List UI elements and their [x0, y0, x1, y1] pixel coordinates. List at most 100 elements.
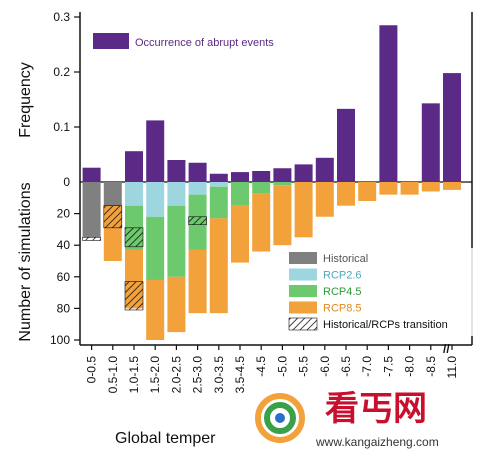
axis-break-mark: // — [443, 342, 450, 356]
top-bar-3.0-3.5 — [209, 173, 228, 182]
bottom-y-tick-label: 20 — [57, 207, 71, 221]
category-label: -8.0 — [403, 356, 417, 377]
bottom-bar-rcp45-2.0-2.5 — [167, 205, 186, 277]
bottom-bar-rcp26-1.0-1.5 — [125, 182, 143, 206]
bottom-bar-transition-2.5-3.0 — [188, 216, 207, 225]
bottom-bar-transition-1.0-1.5 — [124, 281, 144, 311]
top-bar-4.5-5.0 — [273, 168, 292, 182]
top-bar-2.5-3.0 — [188, 162, 207, 182]
bottom-bar-transition-1.0-1.5 — [124, 227, 144, 248]
top-bar-3.5-4.0 — [231, 172, 249, 182]
bottom-bar-rcp85-7.5-8.0 — [400, 182, 419, 195]
bottom-bar-rcp85-2.0-2.5 — [167, 276, 186, 333]
category-label: -5.0 — [275, 356, 289, 377]
bottom-y-ticks: 20 40 60 80 100 — [50, 207, 80, 347]
top-bar-5.5-6.0 — [315, 157, 334, 182]
watermark-logo — [255, 393, 305, 443]
top-bar-8.0-8.5 — [421, 103, 440, 182]
top-bar-2.0-2.5 — [167, 160, 186, 182]
bottom-bar-historical-0.5-1.0 — [103, 182, 122, 206]
bottom-bar-rcp85-4.0-4.5 — [252, 193, 271, 252]
category-labels: 0-0.5 0.5-1.0 1.0-1.5 1.5-2.0 2.0-2.5 2.5-3.0… — [85, 356, 459, 394]
bottom-bar-rcp85-4.5-5.0 — [273, 185, 292, 246]
bottom-y-tick-label: 100 — [50, 333, 70, 347]
bottom-bar-rcp85-8.0-8.5 — [421, 182, 440, 192]
bottom-bar-historical-0-0.5 — [82, 182, 101, 238]
bottom-bar-rcp45-3.0-3.5 — [209, 186, 228, 219]
category-label: -4.5 — [254, 356, 268, 377]
bottom-bar-rcp85-5.5-6.0 — [315, 182, 334, 217]
bottom-bar-rcp26-3.0-3.5 — [209, 182, 228, 187]
bottom-y-tick-label: 40 — [57, 238, 71, 252]
category-label: 0.5-1.0 — [106, 356, 120, 394]
category-label: 2.5-3.0 — [191, 356, 205, 394]
legend-label-abrupt: Occurrence of abrupt events — [135, 37, 274, 49]
bottom-bar-rcp45-4.0-4.5 — [252, 182, 271, 194]
category-label: -6.0 — [318, 356, 332, 377]
bottom-bar-rcp85-6.5-7.0 — [358, 182, 377, 201]
top-ylabel: Frequency — [17, 62, 34, 138]
bottom-legend: Historical RCP2.6 RCP4.5 RCP8.5 Historical/R… — [283, 248, 475, 336]
top-y-tick-label: 0.3 — [53, 10, 70, 24]
category-label: 3.5-4.5 — [233, 356, 247, 394]
bottom-bars — [82, 182, 461, 340]
legend-label-rcp26: RCP2.6 — [323, 270, 362, 282]
bottom-bar-rcp85-7.0-7.5 — [379, 182, 398, 195]
top-bar-0-0.5 — [82, 167, 101, 182]
bottom-y-tick-label: 80 — [57, 301, 71, 315]
x-ticks — [90, 345, 453, 350]
top-bar-6.0-6.5 — [337, 108, 355, 182]
bottom-bar-rcp85-3.5-4.0 — [231, 205, 249, 263]
category-label: 0-0.5 — [85, 356, 99, 384]
legend-swatch-historicalrcpstransition — [288, 317, 318, 331]
legend-label-historical: Historical — [323, 253, 368, 265]
top-bar-1.5-2.0 — [146, 120, 165, 182]
bottom-bar-rcp85-6.0-6.5 — [337, 182, 355, 206]
category-label: 11.0 — [445, 356, 459, 379]
top-bars — [82, 25, 461, 182]
bottom-ylabel: Number of simulations — [17, 182, 34, 341]
legend-label-rcp85: RCP8.5 — [323, 303, 362, 315]
top-y-tick-label: 0.1 — [53, 120, 70, 134]
legend-label-rcp45: RCP4.5 — [323, 286, 362, 298]
top-bar-5.0-5.5 — [294, 164, 313, 182]
legend-swatch-rcp45 — [289, 285, 317, 297]
top-bar-1.0-1.5 — [125, 151, 143, 182]
category-label: 3.0-3.5 — [212, 356, 226, 394]
category-label: 1.5-2.0 — [148, 356, 162, 394]
bottom-bar-rcp26-2.5-3.0 — [188, 182, 207, 195]
legend-swatch-rcp26 — [289, 268, 317, 281]
bottom-bar-rcp85-11.0 — [443, 182, 461, 190]
bottom-y-tick-label: 60 — [57, 270, 71, 284]
bottom-bar-rcp45-1.5-2.0 — [146, 216, 165, 280]
top-y-ticks: 0 0.1 0.2 0.3 — [53, 10, 80, 189]
category-label: 2.0-2.5 — [169, 356, 183, 394]
category-label: -5.5 — [297, 356, 311, 377]
watermark-text: 看丐网 — [325, 389, 427, 429]
bottom-bar-rcp85-1.5-2.0 — [146, 279, 165, 340]
top-y-tick-label: 0.2 — [53, 65, 70, 79]
bottom-bar-rcp26-2.0-2.5 — [167, 182, 186, 206]
bottom-bar-transition-0-0.5 — [82, 237, 101, 241]
watermark-url: www.kangaizheng.com — [315, 435, 439, 449]
legend-label-historicalrcpstransition: Historical/RCPs transition — [323, 319, 448, 331]
watermark: 看丐网 www.kangaizheng.com — [255, 389, 439, 449]
category-label: -7.0 — [360, 356, 374, 377]
category-label: -7.5 — [381, 356, 395, 377]
bottom-bar-rcp45-4.5-5.0 — [273, 182, 292, 186]
legend-swatch-historical — [289, 252, 317, 264]
top-y-tick-label: 0 — [63, 175, 70, 189]
x-axis-title: Global temper — [115, 430, 216, 447]
bottom-bar-transition-0.5-1.0 — [103, 205, 123, 229]
legend-swatch-abrupt — [93, 33, 129, 49]
bottom-bar-rcp85-5.0-5.5 — [294, 182, 313, 238]
bottom-bar-rcp85-2.5-3.0 — [188, 249, 207, 314]
top-bar-11.0 — [443, 73, 461, 182]
bottom-bar-rcp26-1.5-2.0 — [146, 182, 165, 217]
category-label: -6.5 — [339, 356, 353, 377]
top-legend: Occurrence of abrupt events — [93, 33, 274, 49]
bottom-bar-rcp45-3.5-4.0 — [231, 182, 249, 206]
category-label: 1.0-1.5 — [127, 356, 141, 394]
top-bar-7.0-7.5 — [379, 25, 398, 182]
